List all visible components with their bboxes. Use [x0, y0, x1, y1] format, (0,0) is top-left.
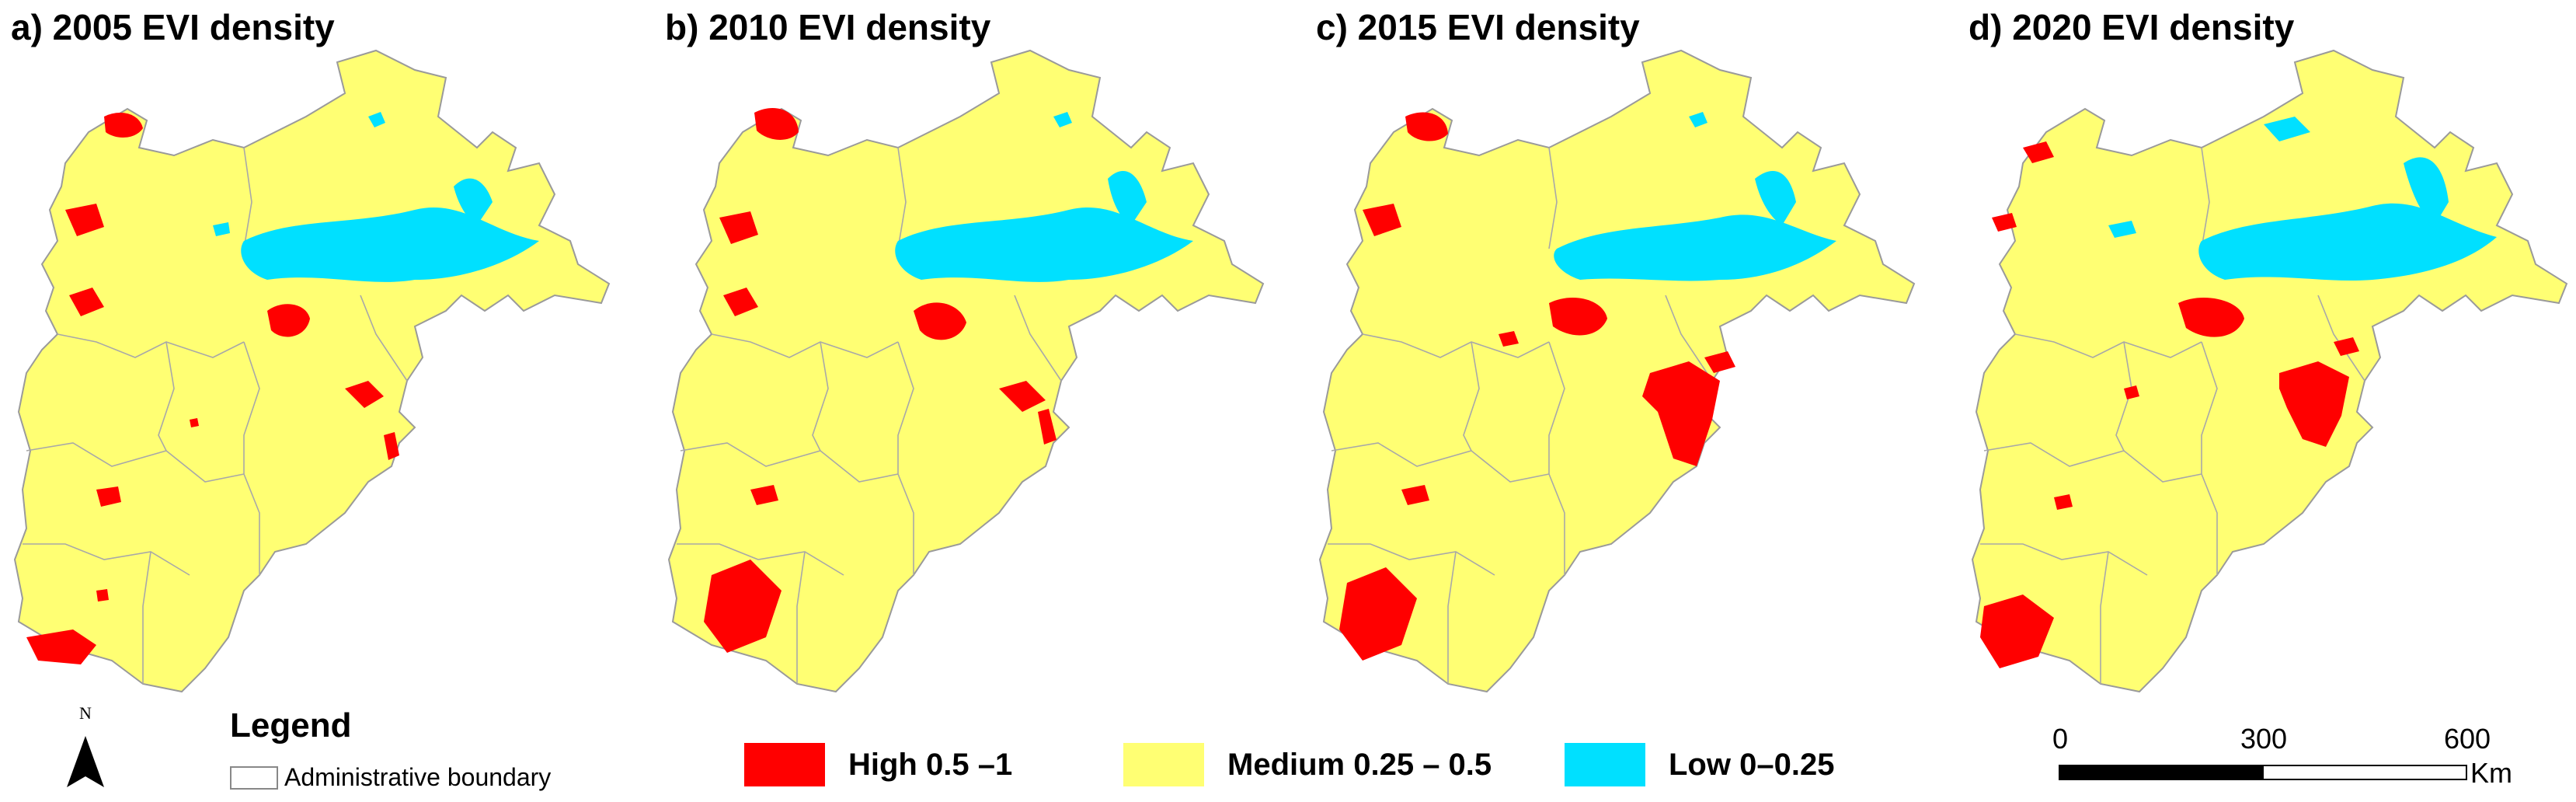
low-label: Low 0–0.25	[1669, 747, 1835, 782]
boundary-swatch	[230, 765, 278, 790]
panel-title: c) 2015 EVI density	[1316, 7, 1640, 47]
north-arrow: N	[62, 703, 109, 797]
map-panel-2015: c) 2015 EVI density	[1316, 0, 1969, 699]
high-evi-areas	[1980, 141, 2359, 668]
north-arrow-icon	[67, 736, 104, 787]
medium-label: Medium 0.25 – 0.5	[1227, 747, 1492, 782]
high-evi-areas	[1339, 112, 1735, 661]
low-evi-areas	[1554, 112, 1836, 281]
scale-bar: 0 300 600 Km	[2052, 723, 2512, 793]
high-swatch	[744, 743, 825, 786]
low-evi-areas	[895, 112, 1193, 282]
scale-bar-white	[2262, 765, 2467, 780]
legend-item-medium: Medium 0.25 – 0.5	[1123, 743, 1492, 790]
legend-item-high: High 0.5 –1	[744, 743, 1012, 790]
evi-map	[14, 50, 610, 692]
map-panel-2005: a) 2005 EVI density	[11, 0, 663, 699]
low-swatch	[1565, 743, 1645, 786]
low-evi-areas	[2108, 117, 2497, 281]
scale-tick-300: 300	[2240, 723, 2288, 755]
scale-tick-0: 0	[2052, 723, 2069, 755]
legend-boundary-item: Administrative boundary	[230, 763, 551, 792]
low-evi-areas	[213, 112, 539, 282]
region-outline	[1972, 50, 2567, 692]
medium-swatch	[1123, 743, 1204, 786]
scale-unit: Km	[2470, 757, 2512, 789]
high-label: High 0.5 –1	[848, 747, 1013, 782]
legend: Legend Administrative boundary	[230, 706, 551, 791]
high-evi-areas	[26, 113, 399, 664]
north-label: N	[79, 703, 92, 723]
panel-title: b) 2010 EVI density	[665, 7, 991, 47]
high-evi-areas	[704, 107, 1057, 653]
map-panel-2020: d) 2020 EVI density	[1969, 0, 2576, 699]
legend-item-low: Low 0–0.25	[1565, 743, 1834, 790]
map-panel-2010: b) 2010 EVI density	[665, 0, 1318, 699]
panel-title: a) 2005 EVI density	[11, 7, 335, 47]
legend-title: Legend	[230, 706, 352, 744]
evi-map	[1972, 50, 2567, 692]
scale-bar-black	[2059, 765, 2264, 780]
evi-map	[668, 50, 1264, 692]
evi-map	[1319, 50, 1915, 692]
boundary-label: Administrative boundary	[284, 763, 552, 791]
panel-title: d) 2020 EVI density	[1969, 7, 2295, 47]
scale-tick-600: 600	[2443, 723, 2491, 755]
